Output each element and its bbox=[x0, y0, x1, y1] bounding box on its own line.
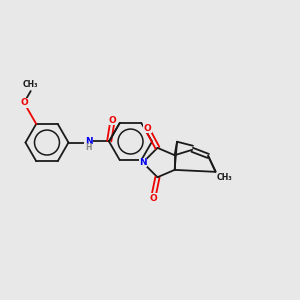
Text: H: H bbox=[85, 143, 92, 152]
Text: O: O bbox=[20, 98, 28, 107]
Text: O: O bbox=[109, 116, 117, 125]
Text: O: O bbox=[150, 194, 158, 203]
Text: CH₃: CH₃ bbox=[217, 173, 233, 182]
Text: O: O bbox=[143, 124, 151, 133]
Text: CH₃: CH₃ bbox=[23, 80, 38, 89]
Text: N: N bbox=[139, 158, 147, 167]
Text: N: N bbox=[85, 136, 92, 146]
